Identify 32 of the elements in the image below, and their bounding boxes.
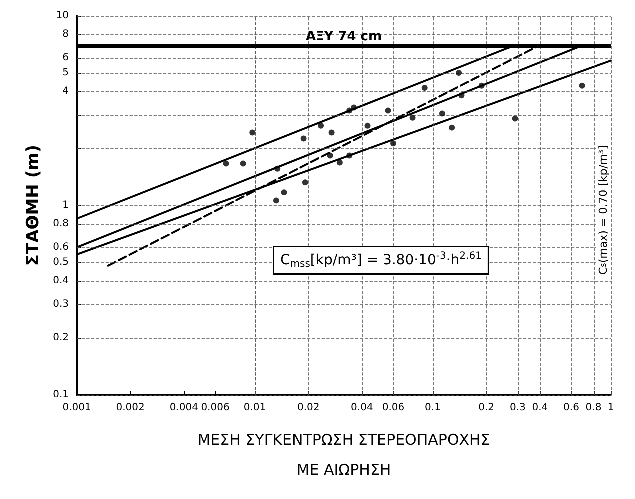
- x-tick-label: 0.1: [425, 402, 441, 414]
- y-tick-label: 0.1: [53, 390, 69, 400]
- y-tick-label: 6: [62, 52, 69, 64]
- annotation: Cs(max) = 0.70 [kp/m³]: [597, 146, 610, 275]
- x-axis-title: ΜΕΣΗ ΣΥΓΚΕΝΤΡΩΣΗ ΣΤΕΡΕΟΠΑΡΟΧΗΣ ΜΕ ΑΙΩΡΗΣΗ: [198, 431, 490, 479]
- y-tick-label: 8: [62, 28, 69, 40]
- y-tick-label: 10: [56, 10, 69, 22]
- y-tick-label: 0.2: [53, 332, 69, 344]
- x-tick-label: 1: [608, 402, 614, 414]
- x-tick-label: 0.4: [532, 402, 548, 414]
- ref-line-label: ΑΞΥ 74 cm: [306, 29, 382, 44]
- x-tick-label: 0.001: [62, 402, 92, 414]
- y-tick-label: 5: [62, 68, 69, 79]
- x-tick-label: 0.2: [478, 402, 495, 414]
- x-tick-label: 0.01: [244, 402, 266, 414]
- x-tick-label: 0.02: [297, 402, 320, 414]
- x-tick-label: 0.04: [351, 402, 374, 414]
- y-tick-label: 0.6: [53, 242, 69, 254]
- y-tick-label: 0.8: [53, 218, 69, 230]
- y-tick-label: 0.5: [53, 257, 69, 268]
- x-tick-label: 0.002: [116, 402, 145, 414]
- y-axis-title: ΣΤΑΘΜΗ (m): [24, 144, 44, 266]
- x-tick-label: 0.004: [170, 402, 198, 414]
- x-tick-label: 0.8: [586, 402, 602, 414]
- x-tick-label: 0.6: [564, 402, 580, 414]
- y-tick-label: 1: [62, 200, 69, 211]
- x-tick-label: 0.06: [382, 402, 405, 414]
- y-tick-label: 0.4: [53, 275, 69, 286]
- y-tick-label: 0.3: [53, 299, 69, 310]
- x-tick-label: 0.3: [510, 402, 526, 414]
- x-tick-label: 0.006: [201, 402, 230, 414]
- y-tick-label: 4: [62, 86, 69, 97]
